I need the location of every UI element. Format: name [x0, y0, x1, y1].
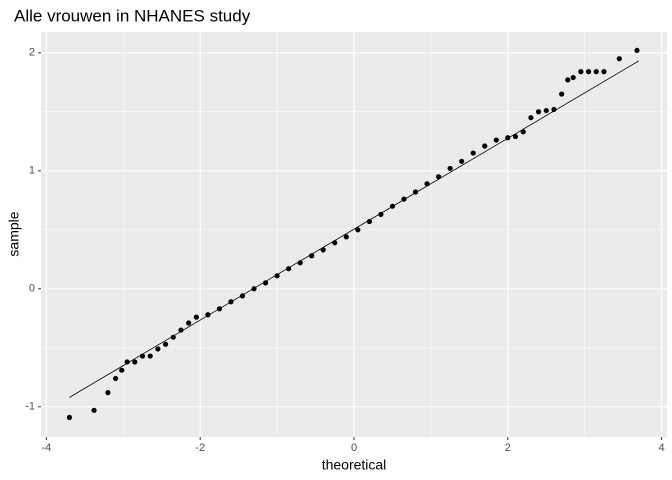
point	[520, 129, 526, 135]
point	[132, 359, 138, 365]
point	[535, 109, 542, 115]
point	[193, 314, 199, 320]
reference-line	[69, 60, 639, 398]
point	[578, 69, 584, 75]
point	[565, 77, 571, 83]
point	[366, 218, 372, 225]
point	[162, 341, 169, 347]
x-tick-label: 4	[659, 442, 665, 454]
point	[309, 253, 315, 259]
point	[470, 150, 476, 156]
point	[343, 234, 349, 240]
point	[147, 353, 153, 359]
point	[105, 390, 111, 396]
point	[66, 414, 73, 421]
point	[493, 137, 499, 143]
point	[585, 69, 592, 75]
point	[112, 375, 119, 382]
x-tick-label: -4	[41, 442, 51, 454]
x-tick-label: -2	[195, 442, 205, 454]
point	[601, 69, 607, 75]
x-axis-label: theoretical	[322, 457, 387, 473]
y-tick-label: 2	[29, 47, 35, 59]
x-tick-label: 0	[351, 442, 357, 454]
point	[543, 107, 549, 114]
point	[155, 346, 161, 352]
point	[378, 211, 384, 218]
point	[274, 273, 280, 279]
y-axis-label: sample	[6, 211, 22, 256]
point	[459, 158, 465, 164]
y-tick-label: 1	[29, 165, 35, 177]
point	[262, 280, 269, 286]
point	[178, 327, 184, 333]
point	[528, 115, 534, 121]
point	[593, 69, 599, 75]
point	[634, 47, 640, 54]
point	[559, 91, 565, 97]
point	[355, 227, 361, 233]
point	[616, 56, 622, 62]
point	[186, 320, 192, 326]
point	[447, 165, 453, 172]
point	[512, 133, 519, 140]
point	[91, 407, 97, 413]
grid	[41, 32, 667, 437]
point	[482, 143, 488, 149]
point	[124, 359, 130, 365]
x-tick-label: 2	[505, 442, 511, 454]
point	[119, 367, 125, 373]
point	[170, 334, 176, 340]
y-tick-label: 0	[29, 283, 35, 295]
y-tick-label: -1	[25, 401, 35, 413]
point	[570, 74, 576, 81]
chart-title: Alle vrouwen in NHANES study	[14, 6, 251, 25]
